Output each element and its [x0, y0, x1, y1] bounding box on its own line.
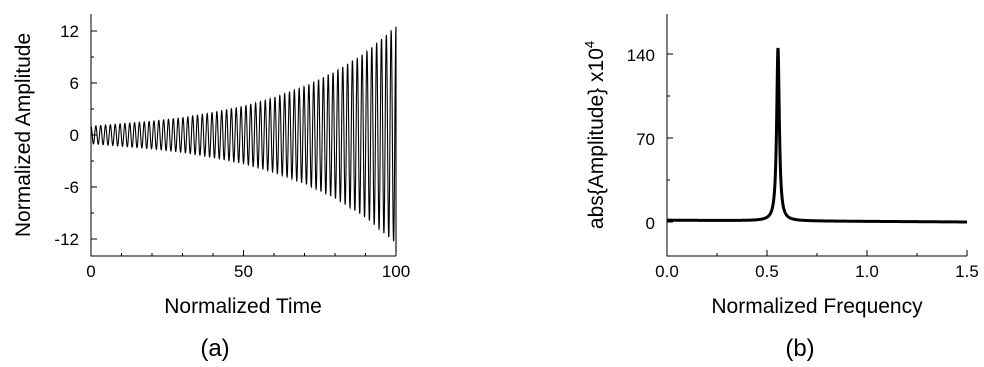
chart-a-ytick-label-1: 6 — [70, 74, 79, 93]
chart-a-xtick-label-0: 0 — [86, 262, 95, 281]
chart-b-x-axis-label: Normalized Frequency — [711, 295, 923, 318]
chart-a-frame — [90, 14, 396, 257]
chart-b-ytick-label-2: 140 — [627, 46, 655, 65]
chart-a-x-ticks — [90, 250, 397, 256]
chart-a-xtick-label-2: 100 — [382, 262, 410, 281]
chart-b-xtick-label-3: 1.5 — [955, 262, 979, 281]
chart-b: 0.0 0.5 1.0 1.5 0 70 140 Normalized Freq… — [582, 14, 979, 362]
chart-a-ytick-label-2: 0 — [70, 126, 79, 145]
chart-a-ytick-label-4: -12 — [54, 230, 79, 249]
chart-b-x-ticks — [666, 250, 968, 256]
chart-a-y-axis-label: Normalized Amplitude — [12, 33, 35, 237]
chart-b-xtick-label-0: 0.0 — [655, 262, 679, 281]
chart-b-y-axis-exponent: 4 — [582, 41, 597, 48]
chart-a-x-axis-label: Normalized Time — [164, 295, 322, 318]
chart-b-ytick-label-0: 0 — [646, 214, 655, 233]
chart-a-series-line — [90, 26, 397, 252]
chart-b-xtick-label-2: 1.0 — [855, 262, 879, 281]
chart-b-y-axis-label-group: abs{Amplitude} x104 — [582, 41, 608, 229]
chart-a-xtick-label-1: 50 — [234, 262, 253, 281]
chart-b-series-line — [666, 47, 967, 224]
chart-b-xtick-label-1: 0.5 — [755, 262, 779, 281]
chart-b-y-ticks — [667, 53, 673, 223]
chart-a-caption: (a) — [200, 335, 229, 362]
chart-a: 0 50 100 12 6 0 -6 -12 Normalized Time N… — [12, 14, 410, 362]
chart-b-caption: (b) — [785, 335, 814, 362]
chart-a-ytick-label-3: -6 — [64, 178, 79, 197]
chart-a-ytick-label-0: 12 — [60, 22, 79, 41]
chart-b-y-axis-label: abs{Amplitude} x104 — [582, 41, 608, 229]
chart-b-ytick-label-1: 70 — [636, 130, 655, 149]
